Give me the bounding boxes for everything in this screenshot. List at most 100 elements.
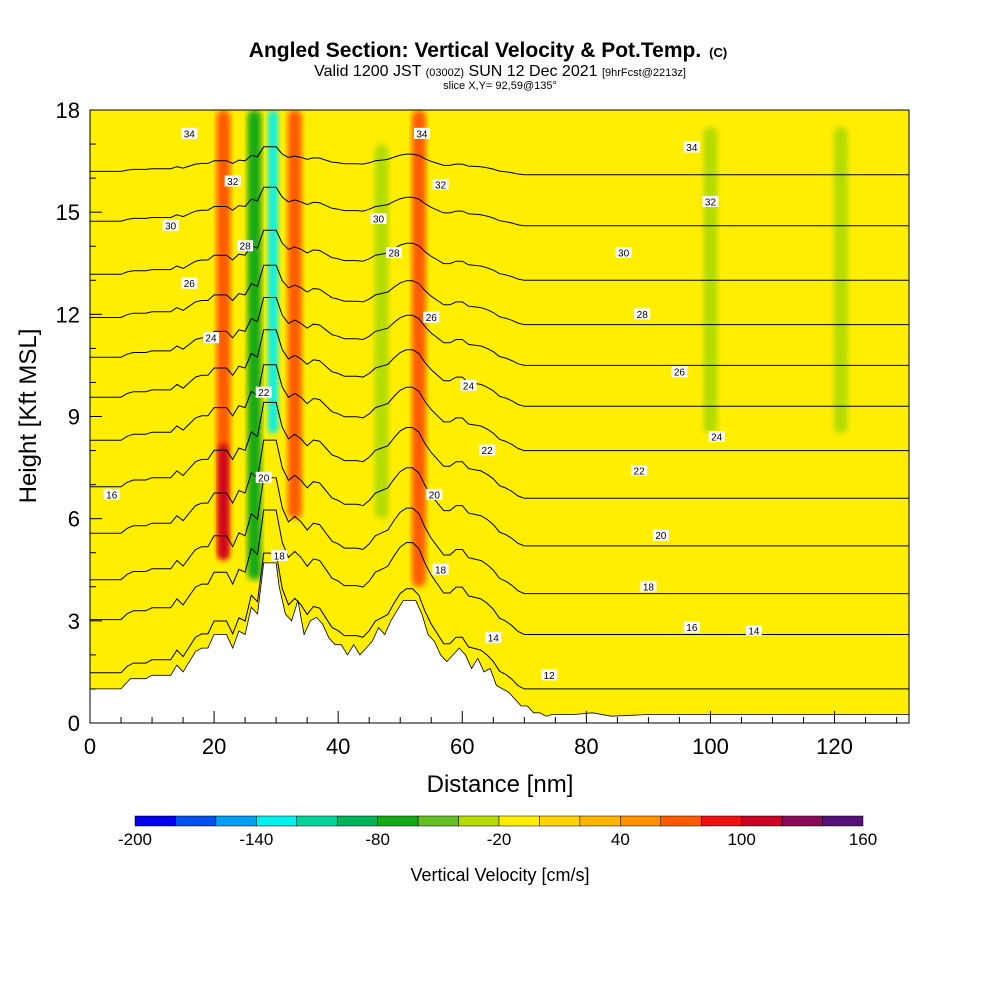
x-tick-label: 120 xyxy=(816,734,853,759)
contour-label-text: 22 xyxy=(258,388,270,399)
contour-label-text: 26 xyxy=(184,279,196,290)
contour-label: 24 xyxy=(460,379,477,392)
contour-label: 30 xyxy=(370,212,387,225)
contour-label: 24 xyxy=(202,332,219,345)
contour-label-bg xyxy=(426,488,443,500)
contour-label-bg xyxy=(103,488,120,500)
contour-label-text: 20 xyxy=(429,490,441,501)
colorbar-swatch xyxy=(458,815,500,827)
velocity-feature xyxy=(218,443,229,560)
colorbar-swatch xyxy=(700,815,742,827)
colorbar-swatch xyxy=(539,815,581,827)
colorbar-swatch xyxy=(377,815,419,827)
contour-label-bg xyxy=(162,219,179,231)
contour-label-text: 18 xyxy=(643,582,655,593)
contour-label: 24 xyxy=(708,430,725,443)
contour-label: 16 xyxy=(683,621,700,634)
chart-subtitle: Valid 1200 JST (0300Z) SUN 12 Dec 2021 [… xyxy=(314,63,686,80)
contour-label-bg xyxy=(370,212,387,224)
contour-label-text: 34 xyxy=(686,143,698,154)
contour-label-text: 30 xyxy=(165,221,177,232)
contour-label-text: 22 xyxy=(634,466,646,477)
colorbar-swatch xyxy=(822,815,864,827)
contour-label: 34 xyxy=(683,141,700,154)
contour-label-text: 28 xyxy=(240,242,252,253)
y-tick-label: 6 xyxy=(68,507,80,532)
velocity-feature xyxy=(374,144,389,519)
colorbar-swatch xyxy=(741,815,783,827)
contour-label-bg xyxy=(683,141,700,153)
contour-label-text: 20 xyxy=(655,531,667,542)
colorbar-tick-label: 100 xyxy=(727,830,755,849)
contour-label-text: 34 xyxy=(184,129,196,140)
contour-label-bg xyxy=(413,127,430,139)
colorbar-swatch xyxy=(417,815,459,827)
contour-label-bg xyxy=(485,631,502,643)
contour-label: 14 xyxy=(745,625,762,638)
contour-label: 20 xyxy=(652,529,669,542)
contour-label: 26 xyxy=(671,366,688,379)
contour-label-bg xyxy=(671,366,688,378)
x-tick-label: 0 xyxy=(84,734,96,759)
velocity-feature xyxy=(287,110,302,519)
contour-label-text: 32 xyxy=(705,197,717,208)
subtitle-date: SUN 12 Dec 2021 xyxy=(469,63,598,80)
y-tick-label: 15 xyxy=(56,200,80,225)
contour-label: 28 xyxy=(386,247,403,260)
contour-label-text: 14 xyxy=(748,627,760,638)
colorbar-tick-label: -140 xyxy=(239,830,273,849)
contour-label-bg xyxy=(237,240,254,252)
contour-label: 28 xyxy=(634,308,651,321)
contour-label-bg xyxy=(271,550,288,562)
contour-label-bg xyxy=(683,621,700,633)
colorbar-swatch xyxy=(256,815,298,827)
colorbar-swatch xyxy=(175,815,217,827)
contour-label: 18 xyxy=(271,550,288,563)
colorbar-swatch xyxy=(579,815,621,827)
x-axis-label: Distance [nm] xyxy=(427,771,574,798)
contour-label-bg xyxy=(702,195,719,207)
contour-label-bg xyxy=(423,311,440,323)
theta-contour-14 xyxy=(90,509,909,635)
contour-label-bg xyxy=(652,529,669,541)
contour-label-text: 18 xyxy=(435,565,447,576)
contour-label: 14 xyxy=(485,631,502,644)
contour-label: 22 xyxy=(631,464,648,477)
contour-label-bg xyxy=(708,430,725,442)
velocity-feature xyxy=(411,110,426,587)
colorbar-swatch xyxy=(296,815,338,827)
contour-label-bg xyxy=(255,471,272,483)
contour-label-text: 26 xyxy=(674,368,686,379)
contour-label: 18 xyxy=(432,563,449,576)
contour-label-bg xyxy=(640,580,657,592)
contour-label: 34 xyxy=(413,127,430,140)
theta-contour-24 xyxy=(90,329,909,407)
x-tick-label: 20 xyxy=(202,734,226,759)
colorbar-tick-label: -80 xyxy=(365,830,390,849)
terrain xyxy=(90,562,909,723)
contour-label-text: 28 xyxy=(637,310,649,321)
subtitle-forecast: [9hrFcst@2213z] xyxy=(602,67,686,79)
colorbar-label: Vertical Velocity [cm/s] xyxy=(410,865,589,885)
contour-label-bg xyxy=(631,464,648,476)
contour-label-bg xyxy=(432,178,449,190)
contour-label-text: 26 xyxy=(426,313,438,324)
y-tick-label: 3 xyxy=(68,609,80,634)
contour-label: 22 xyxy=(479,444,496,457)
contour-label: 12 xyxy=(541,669,558,682)
theta-contour-32 xyxy=(90,186,909,227)
contour-label-text: 30 xyxy=(373,214,385,225)
colorbar-swatch xyxy=(134,815,176,827)
theta-contour-28 xyxy=(90,264,909,326)
contour-label-text: 16 xyxy=(106,490,118,501)
contour-label-text: 24 xyxy=(463,381,475,392)
theta-contour-20 xyxy=(90,401,909,499)
contour-label-bg xyxy=(202,332,219,344)
plot-background xyxy=(90,110,909,723)
colorbar-swatch xyxy=(215,815,257,827)
colorbar-tick-label: -200 xyxy=(118,830,152,849)
contour-label: 32 xyxy=(432,178,449,191)
x-tick-label: 100 xyxy=(692,734,729,759)
contour-label: 28 xyxy=(237,240,254,253)
theta-contour-34 xyxy=(90,146,909,176)
